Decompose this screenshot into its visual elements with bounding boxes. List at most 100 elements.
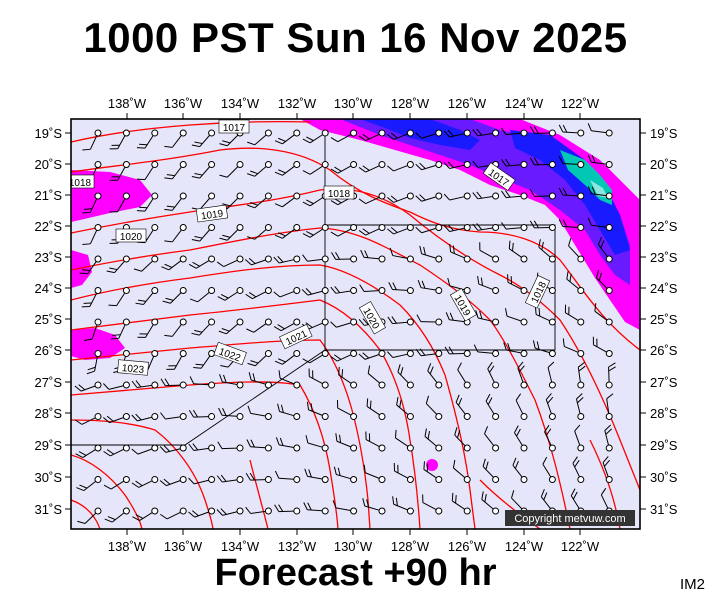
wind-barb — [566, 271, 585, 294]
wind-barb — [514, 425, 528, 452]
wind-barb — [219, 374, 244, 389]
wind-barb — [568, 237, 585, 263]
wind-barb — [164, 129, 187, 148]
wind-barb — [79, 255, 102, 275]
wind-barb — [501, 127, 528, 137]
wind-barb — [216, 474, 244, 483]
wind-barb — [273, 287, 301, 298]
y-tick-label-right: 27˚S — [650, 375, 678, 390]
y-tick-label-right: 30˚S — [650, 470, 678, 485]
wind-barb — [218, 407, 244, 420]
wind-barb — [164, 192, 187, 211]
wind-barb — [102, 381, 130, 390]
y-tick-label-right: 22˚S — [650, 219, 678, 234]
y-tick-label-right: 24˚S — [650, 281, 678, 296]
wind-barb — [587, 217, 613, 231]
wind-barb — [358, 161, 386, 173]
x-tick-label-bottom: 124˚W — [505, 539, 544, 554]
wind-barb — [419, 245, 443, 263]
x-tick-label-bottom: 126˚W — [448, 539, 487, 554]
wind-barb — [394, 429, 414, 452]
y-tick-label-right: 29˚S — [650, 438, 678, 453]
wind-barb — [131, 413, 159, 422]
wind-barb — [75, 444, 102, 458]
wind-barb — [302, 350, 329, 364]
wind-barb — [274, 161, 301, 176]
wind-barb — [103, 444, 130, 457]
wind-barb — [416, 314, 443, 326]
wind-barb — [247, 350, 272, 367]
wind-barb — [572, 456, 585, 483]
wind-barb — [529, 189, 556, 200]
wind-barb — [387, 224, 414, 235]
wind-barb — [359, 284, 386, 294]
y-tick-label-right: 21˚S — [650, 188, 678, 203]
wind-barb — [273, 318, 301, 332]
wind-barb — [110, 318, 130, 340]
x-tick-label-bottom: 136˚W — [164, 539, 203, 554]
wind-barb — [274, 224, 301, 239]
wind-barb — [247, 224, 272, 240]
wind-barb — [306, 401, 329, 420]
wind-barb — [247, 405, 272, 420]
x-tick-label-bottom: 130˚W — [334, 539, 373, 554]
wind-barb — [477, 276, 500, 294]
wind-barb — [166, 350, 187, 370]
y-tick-label-left: 26˚S — [35, 343, 63, 358]
wind-barb — [393, 462, 414, 483]
wind-barb — [135, 287, 159, 305]
wind-barb — [330, 224, 358, 237]
wind-barb — [131, 380, 159, 389]
forecast-label: Forecast +90 hr — [214, 552, 497, 594]
wind-barb — [274, 350, 301, 365]
y-tick-label-right: 19˚S — [650, 126, 678, 141]
wind-barb — [507, 274, 528, 294]
copyright-box: Copyright metvuw.com — [505, 510, 635, 526]
wind-barb — [217, 441, 244, 452]
wind-barb — [109, 161, 130, 181]
wind-barb — [160, 378, 187, 389]
precipitation-layer — [71, 119, 640, 471]
wind-barb — [602, 456, 613, 483]
wind-barb — [472, 223, 500, 231]
wind-barb — [193, 350, 216, 369]
wind-barb — [191, 224, 216, 242]
y-tick-label-left: 29˚S — [35, 438, 63, 453]
copyright-text: Copyright metvuw.com — [514, 513, 625, 525]
y-tick-label-left: 25˚S — [35, 312, 63, 327]
wind-barb — [132, 507, 159, 521]
wind-barb — [479, 242, 500, 263]
y-tick-label-left: 21˚S — [35, 188, 63, 203]
y-tick-label-right: 25˚S — [650, 312, 678, 327]
wind-barb — [219, 161, 244, 178]
wind-barb — [330, 318, 358, 328]
wind-barb — [558, 156, 585, 168]
y-tick-label-right: 31˚S — [650, 502, 678, 517]
wind-barb — [84, 318, 102, 342]
wind-barb — [392, 496, 414, 515]
wind-barb — [387, 192, 414, 203]
wind-barb — [443, 161, 471, 170]
wind-barb — [86, 350, 102, 375]
wind-barb — [529, 126, 556, 137]
y-tick-label-left: 28˚S — [35, 406, 63, 421]
isobar-labels-layer: 1017 1018 1019 1020 1021 1022 1023 1018 … — [71, 119, 551, 376]
wind-barb — [423, 461, 443, 483]
wind-barb — [247, 129, 272, 146]
wind-barb — [455, 394, 471, 420]
wind-barb — [388, 282, 414, 294]
wind-barb — [247, 192, 272, 209]
y-tick-label-left: 31˚S — [35, 502, 63, 517]
wind-barb — [302, 224, 329, 238]
wind-barb — [278, 370, 301, 389]
wind-barb — [358, 224, 386, 236]
wind-barb — [605, 393, 614, 420]
wind-barb — [161, 255, 187, 271]
x-tick-label-bottom: 132˚W — [278, 539, 317, 554]
wind-barb — [545, 393, 556, 420]
wind-barb — [108, 287, 130, 307]
y-tick-label-right: 23˚S — [650, 250, 678, 265]
wind-barb — [415, 129, 443, 139]
wind-barb — [245, 506, 272, 515]
wind-barb — [564, 304, 585, 326]
